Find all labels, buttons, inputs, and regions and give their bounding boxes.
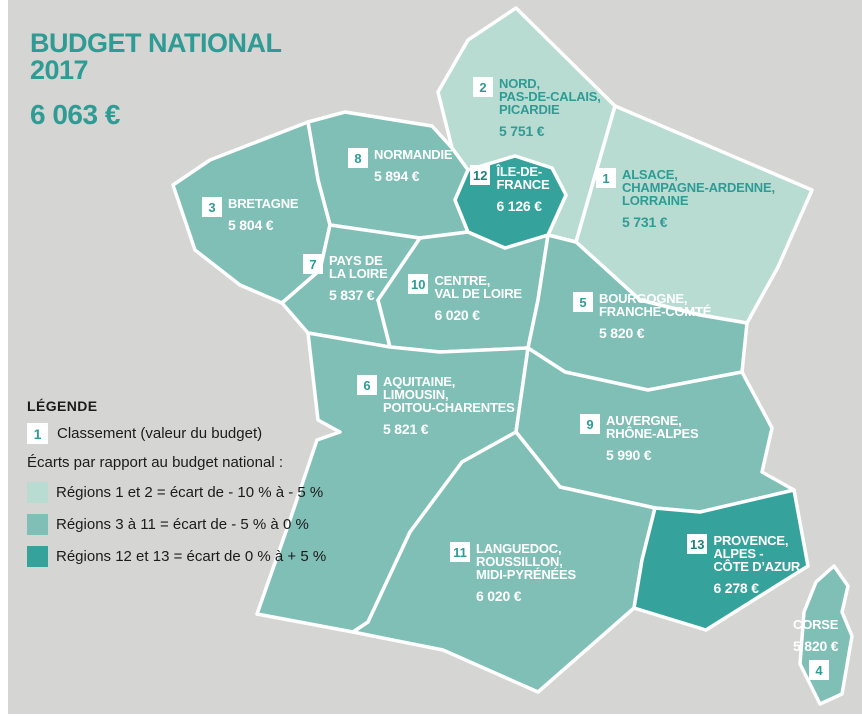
region-name-normandie: NORMANDIE — [374, 147, 453, 162]
title-line-1: BUDGET NATIONAL — [30, 28, 282, 58]
region-label-normandie: 8 NORMANDIE 5 894 € — [348, 147, 453, 184]
region-value-normandie: 5 894 € — [374, 168, 420, 184]
region-value-centre: 6 020 € — [434, 307, 480, 323]
rank-badge-auvergne: 9 — [580, 414, 600, 434]
region-shape-bretagne — [171, 120, 332, 305]
legend-class-row: Régions 3 à 11 = écart de - 5 % à 0 % — [27, 514, 326, 535]
rank-badge-corse: 4 — [809, 660, 829, 680]
legend-class-label: Régions 1 et 2 = écart de - 10 % à - 5 % — [56, 484, 324, 501]
region-text-auvergne: AUVERGNE, RHÔNE-ALPES 5 990 € — [606, 413, 699, 463]
region-text-languedoc: LANGUEDOC, ROUSSILLON, MIDI-PYRÉNÉES 6 020 … — [476, 542, 576, 604]
rank-badge-normandie: 8 — [348, 148, 368, 168]
legend-swatch-light — [27, 482, 48, 503]
region-name-nord: NORD, PAS-DE-CALAIS, PICARDIE — [499, 76, 601, 117]
region-text-bourgogne: BOURGOGNE, FRANCHE-COMTÉ 5 820 € — [599, 292, 711, 341]
region-label-auvergne: 9 AUVERGNE, RHÔNE-ALPES 5 990 € — [580, 413, 699, 463]
rank-badge-alsace: 1 — [596, 168, 616, 188]
region-name-alsace: ALSACE, CHAMPAGNE-ARDENNE, LORRAINE — [622, 167, 775, 208]
region-label-idf: 12 ÎLE-DE- FRANCE 6 126 € — [470, 165, 550, 214]
region-text-nord: NORD, PAS-DE-CALAIS, PICARDIE 5 751 € — [499, 77, 601, 139]
region-name-centre: CENTRE, VAL DE LOIRE — [434, 273, 522, 301]
region-value-nord: 5 751 € — [499, 123, 545, 139]
rank-badge-paysloire: 7 — [303, 254, 323, 274]
legend-rank-label: Classement (valeur du budget) — [57, 425, 263, 442]
region-value-corse: 5 820 € — [793, 638, 839, 654]
title-line-2: 2017 — [30, 55, 89, 85]
page-title: BUDGET NATIONAL 2017 6 063 € — [30, 28, 282, 130]
region-value-bourgogne: 5 820 € — [599, 325, 645, 341]
region-text-paysloire: PAYS DE LA LOIRE 5 837 € — [329, 254, 388, 303]
rank-badge-paca: 13 — [687, 534, 708, 554]
region-label-bretagne: 3 BRETAGNE 5 804 € — [202, 196, 299, 233]
region-label-languedoc: 11 LANGUEDOC, ROUSSILLON, MIDI-PYRÉNÉES 6 02… — [450, 542, 576, 604]
legend: LÉGENDE 1 Classement (valeur du budget) … — [27, 398, 326, 567]
region-label-centre: 10 CENTRE, VAL DE LOIRE 6 020 € — [408, 274, 522, 323]
region-name-corse: CORSE — [793, 617, 839, 632]
legend-heading: LÉGENDE — [27, 398, 98, 414]
region-value-aquitaine: 5 821 € — [383, 421, 429, 437]
region-shape-paca — [632, 488, 810, 632]
region-value-bretagne: 5 804 € — [228, 217, 274, 233]
region-shape-languedoc — [351, 430, 657, 694]
region-name-idf: ÎLE-DE- FRANCE — [496, 164, 550, 192]
region-text-corse: CORSE 5 820 € — [793, 617, 839, 654]
region-text-aquitaine: AQUITAINE, LIMOUSIN, POITOU-CHARENTES 5 821… — [383, 375, 515, 437]
rank-badge-aquitaine: 6 — [357, 375, 377, 395]
legend-gaps-intro: Écarts par rapport au budget national : — [27, 454, 283, 471]
legend-swatch-mid — [27, 514, 48, 535]
region-value-paysloire: 5 837 € — [329, 287, 375, 303]
region-text-idf: ÎLE-DE- FRANCE 6 126 € — [496, 165, 549, 214]
region-text-centre: CENTRE, VAL DE LOIRE 6 020 € — [434, 273, 522, 323]
region-label-paca: 13 PROVENCE, ALPES - CÔTE D’AZUR 6 278 € — [687, 534, 800, 596]
legend-rank-badge: 1 — [27, 423, 48, 444]
region-name-languedoc: LANGUEDOC, ROUSSILLON, MIDI-PYRÉNÉES — [476, 541, 576, 582]
region-name-bourgogne: BOURGOGNE, FRANCHE-COMTÉ — [599, 291, 712, 319]
region-label-aquitaine: 6 AQUITAINE, LIMOUSIN, POITOU-CHARENTES 5 82… — [357, 375, 515, 437]
region-text-normandie: NORMANDIE 5 894 € — [374, 147, 453, 184]
legend-swatch-dark — [27, 546, 48, 567]
region-label-nord: 2 NORD, PAS-DE-CALAIS, PICARDIE 5 751 € — [473, 77, 601, 139]
region-text-alsace: ALSACE, CHAMPAGNE-ARDENNE, LORRAINE 5 731 € — [622, 168, 775, 230]
region-label-alsace: 1 ALSACE, CHAMPAGNE-ARDENNE, LORRAINE 5 731 … — [596, 168, 775, 230]
region-name-auvergne: AUVERGNE, RHÔNE-ALPES — [606, 413, 699, 441]
region-value-alsace: 5 731 € — [622, 214, 668, 230]
region-label-corse: CORSE 5 820 € 4 — [793, 617, 839, 680]
region-text-paca: PROVENCE, ALPES - CÔTE D’AZUR 6 278 € — [713, 534, 800, 596]
region-name-bretagne: BRETAGNE — [228, 196, 299, 211]
region-name-paca: PROVENCE, ALPES - CÔTE D’AZUR — [713, 533, 801, 574]
region-name-aquitaine: AQUITAINE, LIMOUSIN, POITOU-CHARENTES — [383, 374, 515, 415]
national-budget-amount: 6 063 € — [30, 99, 120, 130]
rank-badge-centre: 10 — [408, 274, 429, 294]
rank-badge-idf: 12 — [470, 165, 491, 185]
region-value-auvergne: 5 990 € — [606, 447, 652, 463]
legend-rank-row: 1 Classement (valeur du budget) — [27, 423, 326, 444]
region-text-bretagne: BRETAGNE 5 804 € — [228, 196, 299, 233]
legend-class-label: Régions 12 et 13 = écart de 0 % à + 5 % — [56, 548, 327, 565]
region-label-bourgogne: 5 BOURGOGNE, FRANCHE-COMTÉ 5 820 € — [573, 292, 711, 341]
region-value-idf: 6 126 € — [496, 198, 542, 214]
rank-badge-bourgogne: 5 — [573, 292, 593, 312]
rank-badge-bretagne: 3 — [202, 197, 222, 217]
region-name-paysloire: PAYS DE LA LOIRE — [329, 253, 388, 281]
region-label-paysloire: 7 PAYS DE LA LOIRE 5 837 € — [303, 254, 388, 303]
legend-class-row: Régions 1 et 2 = écart de - 10 % à - 5 % — [27, 482, 326, 503]
rank-badge-nord: 2 — [473, 77, 493, 97]
region-value-paca: 6 278 € — [713, 580, 759, 596]
rank-badge-languedoc: 11 — [450, 542, 470, 562]
region-value-languedoc: 6 020 € — [476, 588, 522, 604]
legend-class-label: Régions 3 à 11 = écart de - 5 % à 0 % — [56, 516, 309, 533]
legend-class-row: Régions 12 et 13 = écart de 0 % à + 5 % — [27, 546, 326, 567]
